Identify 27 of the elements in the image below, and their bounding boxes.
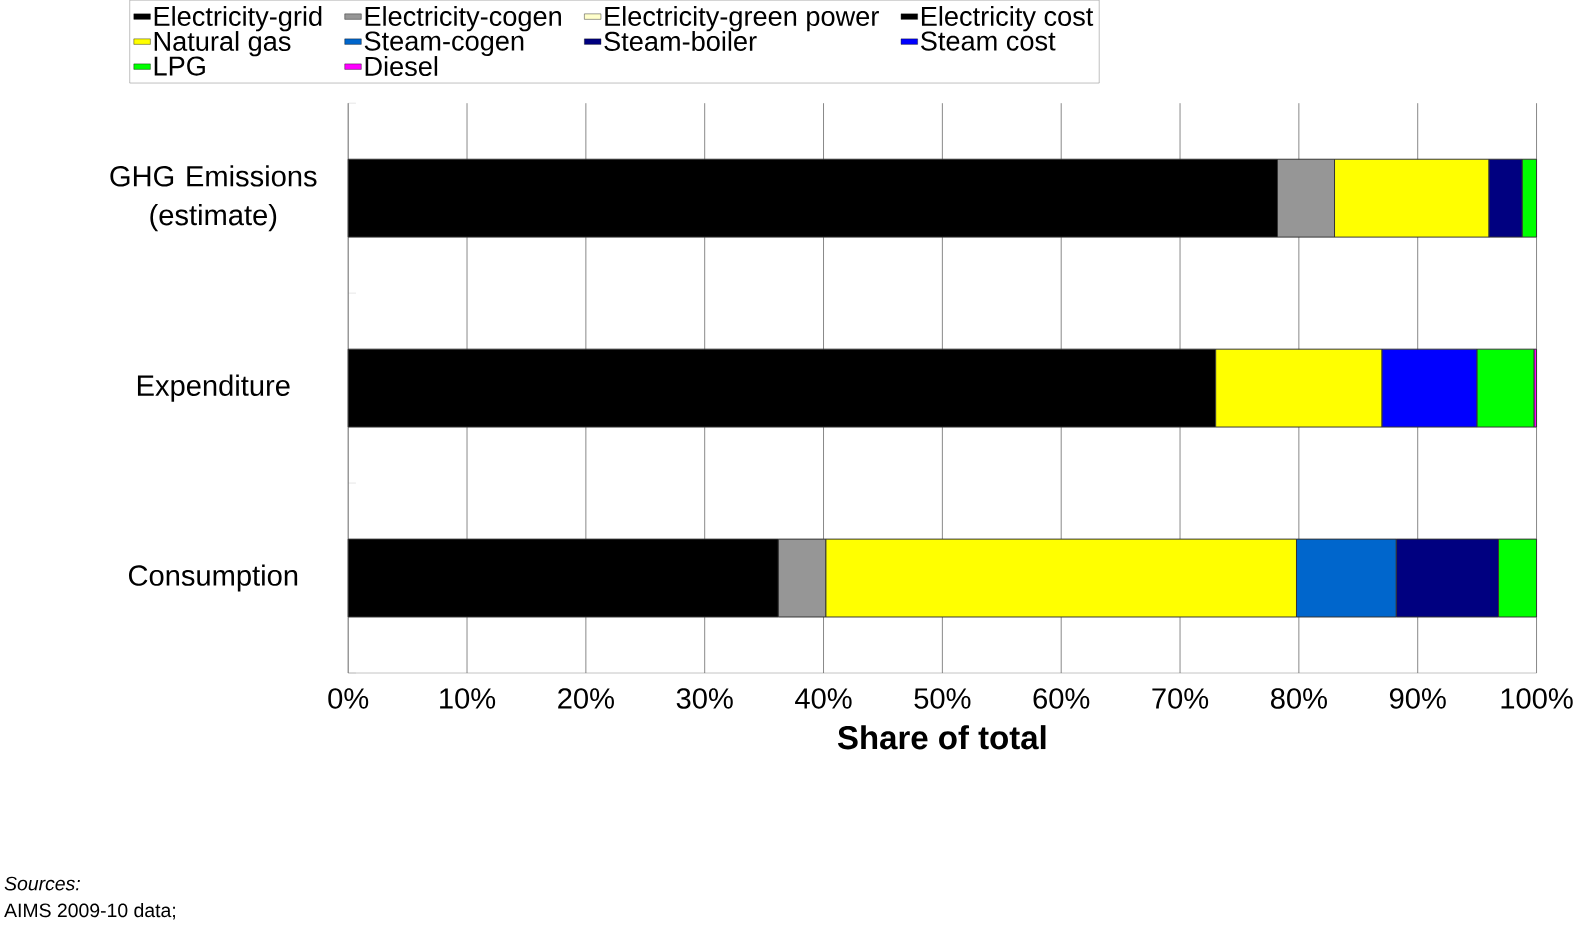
legend-label: Electricity cost <box>921 6 1094 32</box>
legend-label: Electricity-green power <box>605 6 879 32</box>
legend-label: Steam-boiler <box>604 31 757 52</box>
legend-label: Steam cost <box>920 31 1056 51</box>
x-tick-label: 40% <box>795 688 852 709</box>
x-tick-label: 90% <box>1389 688 1446 709</box>
legend-label: Electricity-cogen <box>365 6 561 32</box>
legend-label: Electricity-grid <box>154 6 322 32</box>
legend-label: LPG <box>154 56 205 76</box>
y-tick-label: Expenditure <box>137 374 290 402</box>
y-tick-label: Consumption <box>128 564 298 592</box>
legend-label: Steam-cogen <box>364 31 524 57</box>
x-tick-label: 80% <box>1271 688 1327 709</box>
x-tick-label: 70% <box>1152 688 1209 709</box>
legend-label: Natural gas <box>154 31 291 57</box>
text: AIMS 2009-10 data; <box>4 903 175 920</box>
x-axis-title: Share of total <box>837 725 1046 750</box>
x-tick-label: 30% <box>676 688 733 709</box>
x-tick-label: 100% <box>1501 688 1573 709</box>
x-tick-label: 0% <box>328 688 369 709</box>
legend-label: Diesel <box>365 56 438 77</box>
x-tick-label: 20% <box>558 688 614 709</box>
x-tick-label: 50% <box>914 688 971 709</box>
x-tick-label: 10% <box>440 688 496 709</box>
x-tick-label: 60% <box>1033 688 1090 709</box>
text: Sources: <box>4 876 80 891</box>
y-tick-label: GHG Emissions (estimate) <box>110 165 317 232</box>
